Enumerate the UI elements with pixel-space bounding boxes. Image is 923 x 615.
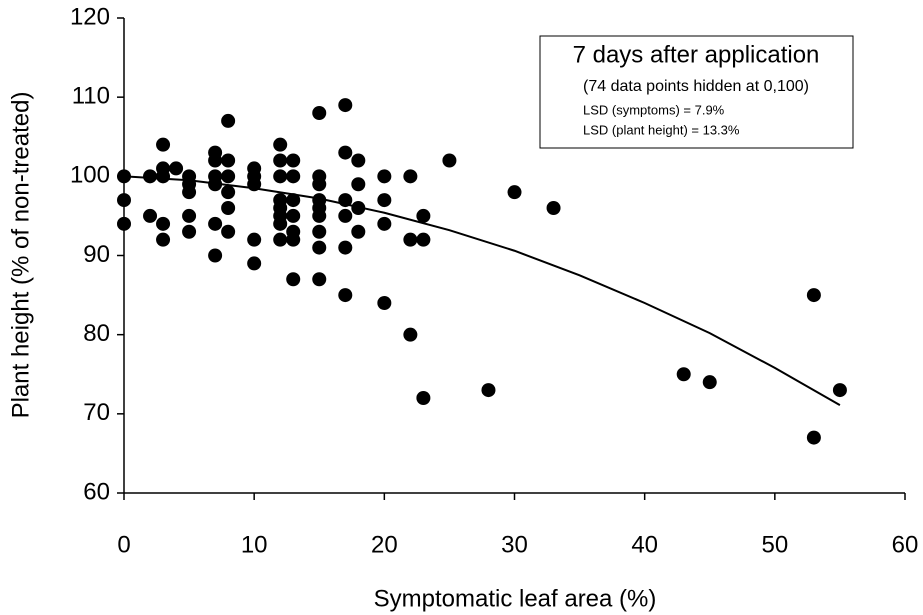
point [156,137,171,152]
point [338,288,353,303]
point [312,240,327,255]
x-tick-label: 40 [631,531,658,558]
point [806,430,821,445]
point [377,296,392,310]
annotation-line: LSD (symptoms) = 7.9% [583,102,725,117]
point [182,208,197,223]
point [273,137,288,152]
x-tick-label: 10 [241,531,268,558]
point [117,216,131,231]
point [286,232,301,247]
point [338,98,353,113]
y-tick-label: 110 [72,83,110,110]
point [286,193,301,208]
point [117,193,131,208]
point [156,169,171,184]
y-tick-label: 70 [83,399,110,426]
y-axis-label: Plant height (% of non-treated) [7,92,34,419]
point [338,208,353,223]
point [312,272,327,287]
point [221,169,236,184]
point [208,153,223,168]
point [377,216,392,231]
point [221,224,236,239]
point [143,208,158,223]
point [832,383,847,398]
point [221,201,236,215]
point [481,383,496,398]
annotation-title: 7 days after application [573,41,820,68]
point [182,185,197,200]
x-tick-label: 20 [371,531,398,558]
x-tick-label: 60 [892,531,919,558]
point [416,208,431,223]
point [702,375,717,390]
y-tick-label: 120 [70,3,110,30]
point [416,232,431,247]
point [221,185,236,200]
point [403,327,418,342]
point [312,224,327,239]
point [208,216,223,231]
y-tick-label: 80 [83,320,110,347]
y-tick-label: 60 [83,478,110,505]
point [338,240,353,255]
y-tick-label: 90 [83,241,110,268]
x-tick-label: 50 [761,531,788,558]
point [286,169,301,184]
annotation-line: LSD (plant height) = 13.3% [583,122,740,137]
point [312,208,327,223]
point [351,153,366,168]
point [416,391,431,405]
point [403,169,418,184]
point [273,153,288,168]
y-tick-label: 100 [70,162,110,189]
point [143,169,158,184]
point [221,153,236,168]
point [442,153,457,168]
point [273,169,288,184]
annotation-box [539,35,854,149]
point [286,153,301,168]
point [221,113,236,128]
point [676,367,691,382]
point [377,169,392,184]
x-tick-label: 30 [501,531,528,558]
point [182,224,197,239]
point [247,232,262,247]
point [312,177,327,192]
point [546,201,561,215]
point [806,288,821,303]
x-axis-label: Symptomatic leaf area (%) [374,585,657,612]
point [338,145,353,160]
point [247,256,262,271]
point [208,248,223,263]
point [169,161,184,176]
point [286,272,301,287]
point [156,216,171,231]
point [273,216,288,231]
x-tick-label: 0 [117,531,130,558]
point [403,232,418,247]
point [351,177,366,192]
fit-curve [123,175,841,406]
point [286,208,301,223]
point [312,106,327,120]
point [507,185,522,200]
point [377,193,392,208]
point [351,224,366,239]
point [273,232,288,247]
annotation-line: (74 data points hidden at 0,100) [583,78,809,95]
point [156,232,171,247]
